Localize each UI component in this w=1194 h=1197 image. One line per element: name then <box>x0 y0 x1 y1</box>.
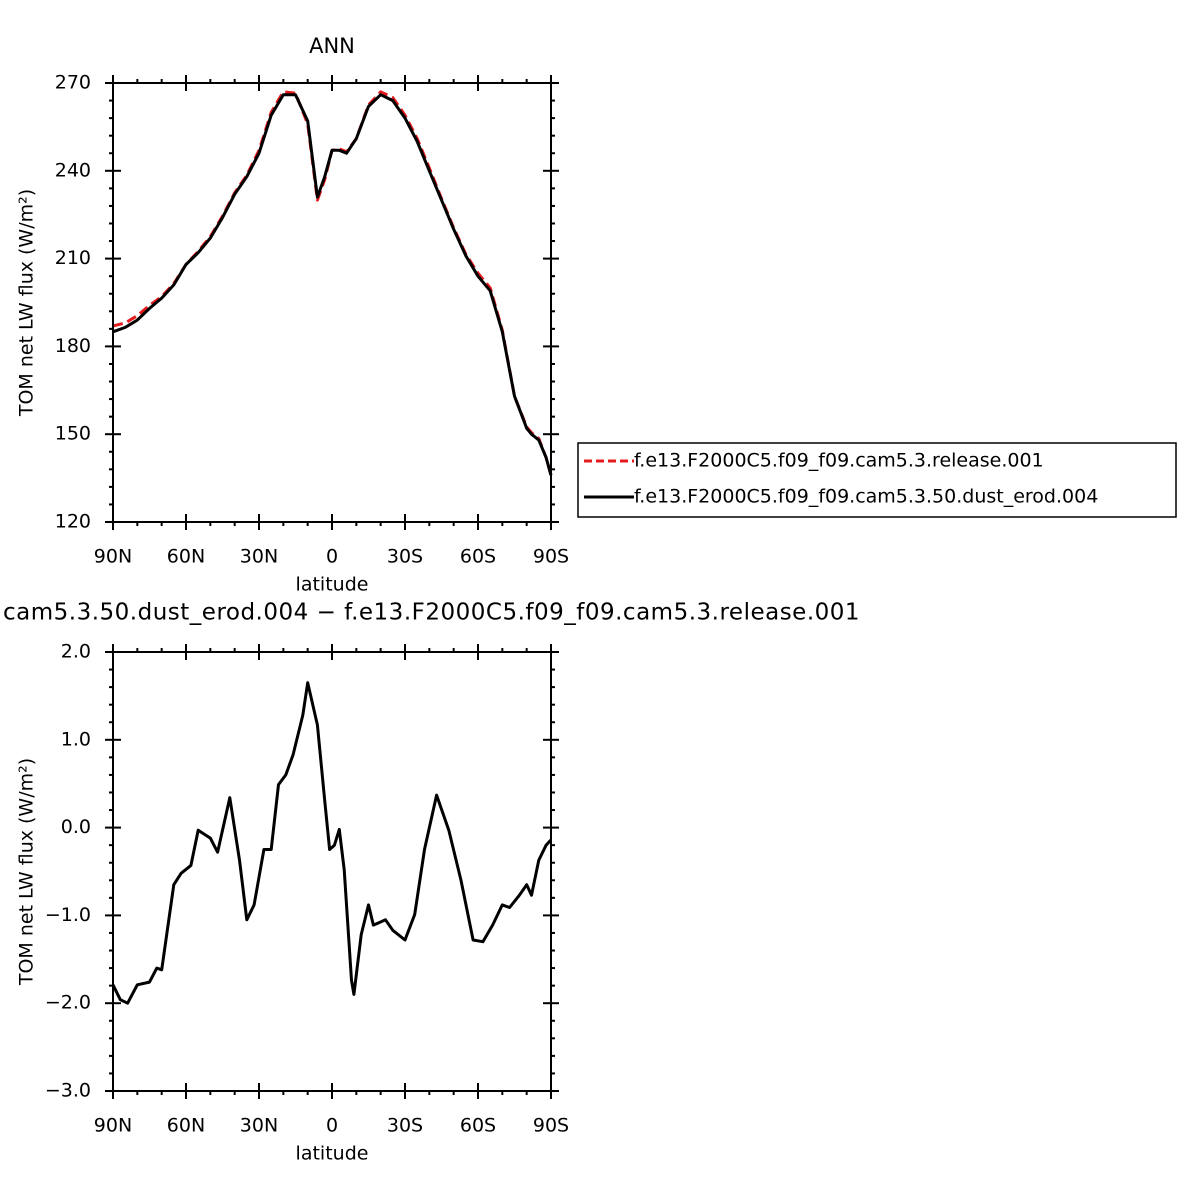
x-tick-label: 30S <box>387 1115 423 1137</box>
x-tick-label: 90N <box>94 546 132 568</box>
x-tick-label: 30N <box>240 546 278 568</box>
y-tick-label: 120 <box>55 511 91 533</box>
x-tick-label: 0 <box>326 546 338 568</box>
y-tick-label: 210 <box>55 247 91 269</box>
legend-label: f.e13.F2000C5.f09_f09.cam5.3.50.dust_ero… <box>634 486 1098 508</box>
plot-frame <box>112 651 552 1092</box>
legend-label: f.e13.F2000C5.f09_f09.cam5.3.release.001 <box>634 450 1044 472</box>
y-tick-label: 150 <box>55 423 91 445</box>
x-tick-label: 30N <box>240 1115 278 1137</box>
x-tick-label: 90N <box>94 1115 132 1137</box>
y-tick-label: 1.0 <box>61 728 91 750</box>
x-axis-label: latitude <box>296 574 369 596</box>
x-tick-label: 90S <box>533 546 569 568</box>
y-tick-label: −1.0 <box>45 904 91 926</box>
data-line <box>112 93 553 476</box>
data-line <box>111 681 553 1005</box>
x-tick-label: 0 <box>326 1115 338 1137</box>
y-tick-label: 180 <box>55 335 91 357</box>
chart-title: ANN <box>309 34 355 58</box>
y-tick-label: 0.0 <box>61 816 91 838</box>
legend-box <box>577 442 1177 518</box>
x-tick-label: 90S <box>533 1115 569 1137</box>
chart-title: cam5.3.50.dust_erod.004 − f.e13.F2000C5.… <box>3 600 860 626</box>
y-axis-label: TOM net LW flux (W/m²) <box>16 189 38 417</box>
y-tick-label: −3.0 <box>45 1080 91 1102</box>
x-axis-label: latitude <box>296 1143 369 1165</box>
x-tick-label: 60N <box>167 546 205 568</box>
x-tick-label: 60N <box>167 1115 205 1137</box>
x-tick-label: 60S <box>460 546 496 568</box>
y-axis-label: TOM net LW flux (W/m²) <box>16 758 38 986</box>
y-tick-label: −2.0 <box>45 992 91 1014</box>
x-tick-label: 30S <box>387 546 423 568</box>
y-tick-label: 240 <box>55 159 91 181</box>
x-tick-label: 60S <box>460 1115 496 1137</box>
y-tick-label: 270 <box>55 72 91 94</box>
y-tick-label: 2.0 <box>61 641 91 663</box>
